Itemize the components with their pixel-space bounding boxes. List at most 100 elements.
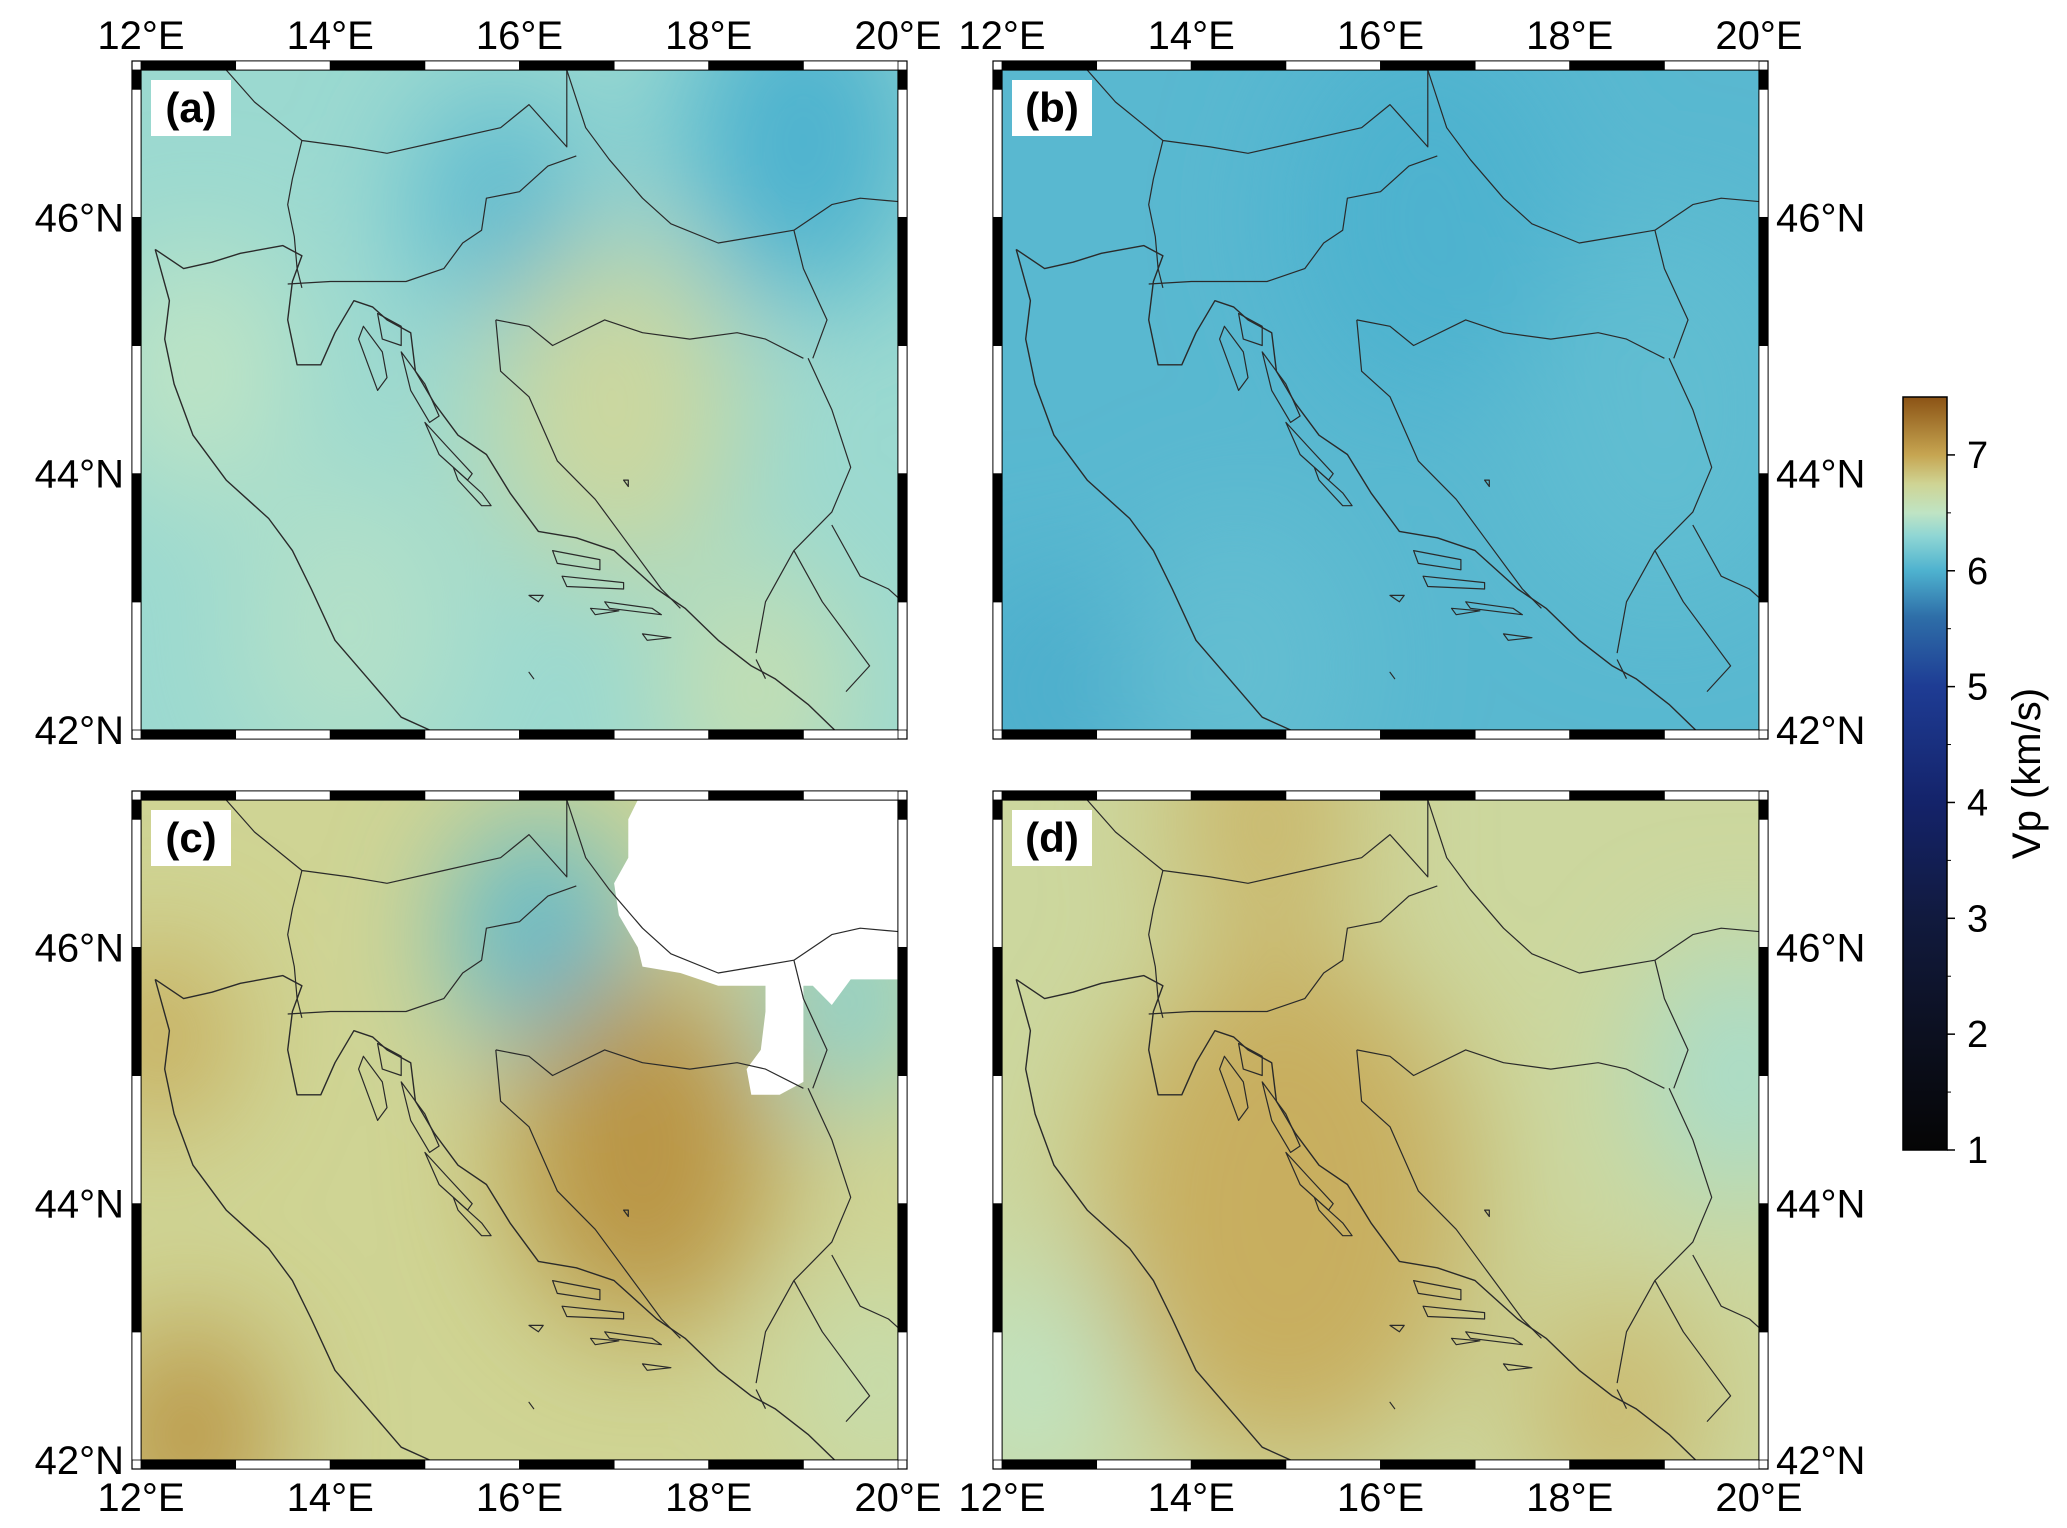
map-frame xyxy=(992,790,1769,1470)
island-outline xyxy=(424,421,473,481)
lon-tick-label: 12°E xyxy=(958,1476,1045,1520)
lon-tick-label: 20°E xyxy=(854,1476,941,1520)
island-outline xyxy=(528,671,535,680)
lat-tick-label: 42°N xyxy=(35,1439,124,1483)
lon-tick-label: 12°E xyxy=(97,1476,184,1520)
map-frame xyxy=(992,60,1769,740)
island-outline xyxy=(424,1151,473,1211)
velocity-anomaly xyxy=(1172,800,1362,948)
lat-tick-label: 46°N xyxy=(1776,196,1865,240)
island-outline xyxy=(1502,633,1533,641)
country-border xyxy=(1427,800,1656,974)
country-border xyxy=(1086,800,1429,884)
velocity-anomaly xyxy=(453,819,624,1050)
velocity-anomaly xyxy=(1531,1293,1703,1460)
country-border xyxy=(566,800,795,974)
country-border xyxy=(755,358,852,654)
island-outline xyxy=(641,633,672,641)
lat-tick-label: 46°N xyxy=(35,196,124,240)
velocity-anomaly xyxy=(803,1280,898,1460)
island-outline xyxy=(377,1042,402,1077)
velocity-anomaly xyxy=(680,70,898,308)
velocity-anomaly xyxy=(1125,512,1353,730)
velocity-anomaly xyxy=(661,563,851,730)
lon-tick-label: 14°E xyxy=(1148,14,1235,58)
country-border xyxy=(225,70,568,154)
island-outline xyxy=(1413,1280,1462,1301)
island-outline xyxy=(1261,351,1301,423)
velocity-anomaly xyxy=(1645,947,1759,1204)
island-outline xyxy=(1219,1055,1249,1121)
colorbar-scale xyxy=(1902,396,1948,1151)
island-outline xyxy=(1465,1331,1523,1346)
lon-tick-label: 16°E xyxy=(476,14,563,58)
map-frame xyxy=(131,790,908,1470)
panel-label-box xyxy=(151,80,231,136)
country-border xyxy=(1654,1280,1732,1423)
country-border xyxy=(831,1254,898,1329)
island-outline xyxy=(400,1081,440,1153)
island-outline xyxy=(452,466,492,507)
island-outline xyxy=(604,601,662,616)
island-outline xyxy=(1219,325,1249,391)
country-border xyxy=(566,70,795,244)
lon-tick-label: 16°E xyxy=(476,1476,563,1520)
island-outline xyxy=(1502,1363,1533,1371)
island-outline xyxy=(1238,1042,1263,1077)
island-outline xyxy=(623,479,629,488)
panel-label: (b) xyxy=(1025,84,1079,131)
lat-tick-label: 44°N xyxy=(35,453,124,497)
island-outline xyxy=(1413,550,1462,571)
island-outline xyxy=(1450,1337,1481,1346)
island-outline xyxy=(1238,312,1263,347)
country-border xyxy=(793,230,828,359)
country-border xyxy=(1654,960,1689,1089)
panel-label-box xyxy=(1012,810,1092,866)
island-outline xyxy=(1450,607,1481,616)
country-border xyxy=(1356,319,1542,609)
island-outline xyxy=(400,351,440,423)
lon-tick-label: 18°E xyxy=(665,14,752,58)
country-border xyxy=(1356,319,1665,359)
lon-tick-label: 20°E xyxy=(1715,14,1802,58)
island-outline xyxy=(552,1280,601,1301)
lon-tick-label: 14°E xyxy=(1148,1476,1235,1520)
island-outline xyxy=(589,1337,620,1346)
island-outline xyxy=(1389,1324,1405,1333)
island-outline xyxy=(1285,421,1334,481)
country-border xyxy=(495,1049,681,1339)
no-data-mask xyxy=(614,800,898,1095)
coastline xyxy=(154,974,836,1460)
island-outline xyxy=(641,1363,672,1371)
lon-tick-label: 12°E xyxy=(958,14,1045,58)
lon-tick-label: 18°E xyxy=(665,1476,752,1520)
panel-label-box xyxy=(151,810,231,866)
colorbar-tick-label: 5 xyxy=(1967,667,1988,709)
island-outline xyxy=(1261,1081,1301,1153)
velocity-anomaly xyxy=(235,473,463,730)
country-border xyxy=(1356,1049,1542,1339)
map-panel: 12°E 14°E 16°E 18°E 20°E42°N 44°N 46°N (d) xyxy=(958,790,1865,1520)
map-panel: 12°E 14°E 16°E 18°E 20°E 42°N 44°N 46°N (c) xyxy=(35,790,942,1520)
country-border xyxy=(1148,870,1164,1019)
island-outline xyxy=(1422,575,1486,590)
velocity-anomaly xyxy=(415,89,586,320)
country-border xyxy=(831,524,898,599)
island-outline xyxy=(377,312,402,347)
country-border xyxy=(793,197,898,231)
country-border xyxy=(755,659,767,679)
country-border xyxy=(225,800,568,884)
coastline xyxy=(1015,249,1291,730)
country-border xyxy=(1616,358,1713,654)
island-outline xyxy=(623,1209,629,1218)
panel-label-box xyxy=(1012,80,1092,136)
island-outline xyxy=(589,607,620,616)
lon-tick-label: 16°E xyxy=(1337,14,1424,58)
country-border xyxy=(1148,155,1438,285)
colorbar-tick-label: 3 xyxy=(1967,898,1988,940)
country-border xyxy=(1427,70,1656,244)
coastline xyxy=(1015,244,1697,730)
country-border xyxy=(495,1049,804,1089)
country-border xyxy=(495,319,681,609)
